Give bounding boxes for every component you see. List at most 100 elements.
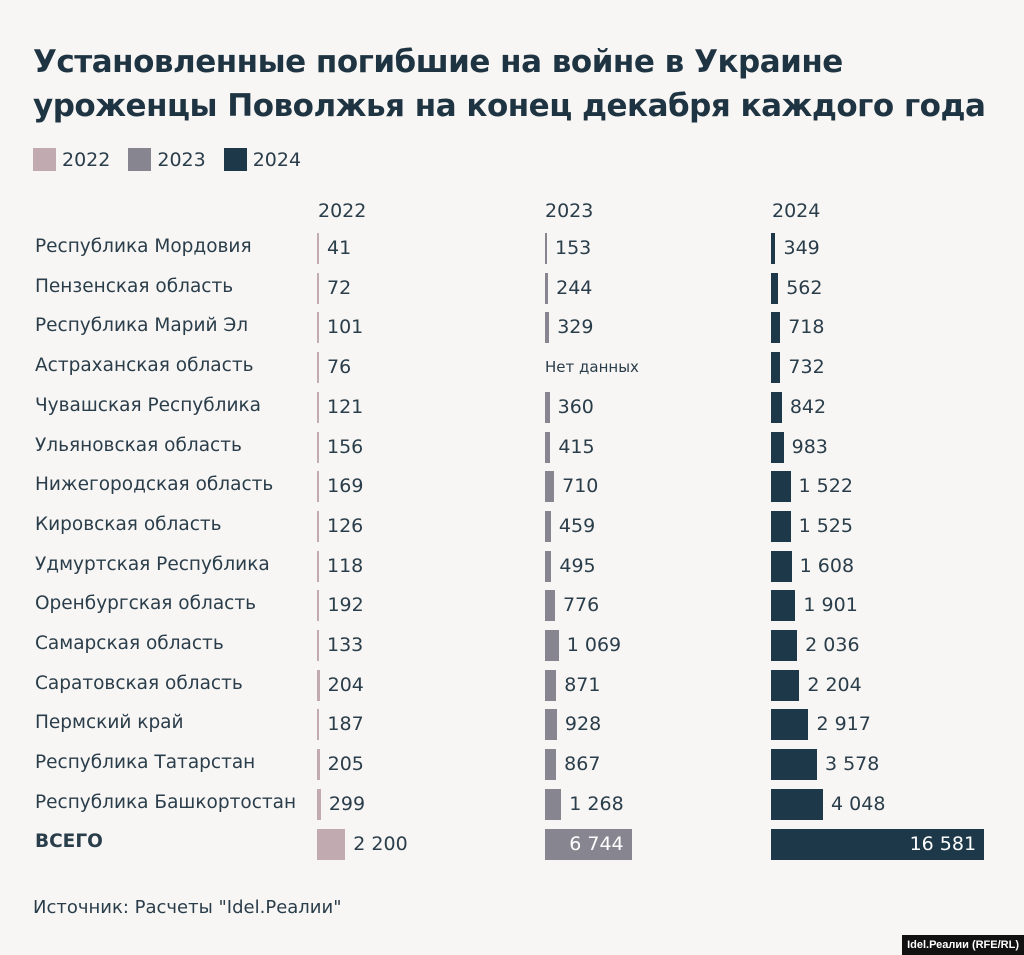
bar-2022 bbox=[317, 709, 320, 741]
bar-2022 bbox=[317, 272, 319, 304]
value-label: 2 917 bbox=[816, 713, 871, 736]
value-label: 244 bbox=[556, 276, 593, 299]
source-note: Источник: Расчеты "Idel.Реалии" bbox=[33, 897, 342, 918]
bar-2023 bbox=[545, 590, 555, 622]
bar-2023 bbox=[545, 630, 559, 661]
bar-2024 bbox=[771, 233, 776, 264]
legend-swatch bbox=[223, 148, 247, 171]
bar-2022 bbox=[317, 233, 319, 264]
value-label: 4 048 bbox=[831, 792, 886, 815]
value-label: 204 bbox=[327, 673, 364, 696]
value-label: 871 bbox=[564, 673, 601, 696]
value-label: 72 bbox=[327, 276, 352, 299]
bar-2024 bbox=[771, 709, 809, 741]
bar-2022 bbox=[317, 788, 321, 820]
value-label: 3 578 bbox=[824, 753, 880, 776]
bar-2023 bbox=[545, 669, 557, 701]
legend-swatch bbox=[128, 148, 152, 171]
column-header-2024: 2024 bbox=[772, 200, 821, 222]
value-label: 118 bbox=[327, 554, 364, 577]
column-header-2023: 2023 bbox=[545, 200, 594, 222]
row-label: Пермский край bbox=[35, 712, 184, 734]
row-label: Чувашская Республика bbox=[35, 394, 262, 416]
bar-2023 bbox=[545, 788, 562, 820]
value-label: 349 bbox=[783, 237, 820, 259]
bar-2023 bbox=[545, 312, 550, 344]
row-label: Удмуртская Республика bbox=[35, 553, 270, 575]
value-label: 101 bbox=[327, 316, 364, 339]
value-label: 187 bbox=[327, 713, 364, 736]
value-label: Нет данных bbox=[545, 358, 639, 377]
value-label: 459 bbox=[558, 514, 596, 537]
row-label: Самарская область bbox=[35, 633, 224, 654]
value-label: 1 522 bbox=[798, 475, 853, 498]
legend-label: 2022 bbox=[62, 148, 111, 171]
total-value: 6 744 bbox=[569, 832, 624, 855]
bar-2023 bbox=[545, 431, 551, 463]
bar-2024 bbox=[771, 471, 791, 503]
value-label: 1 901 bbox=[803, 594, 858, 617]
value-label: 867 bbox=[564, 753, 601, 776]
bar-2022 bbox=[317, 312, 319, 344]
row-label: Республика Мордовия bbox=[35, 236, 252, 257]
legend-item-2022: 2022 bbox=[33, 148, 110, 171]
row-label: Нижегородская область bbox=[35, 474, 274, 496]
bar-2024 bbox=[771, 788, 824, 820]
value-label: 41 bbox=[327, 237, 352, 259]
value-label: 2 204 bbox=[807, 673, 862, 696]
legend-item-2023: 2023 bbox=[128, 148, 206, 171]
bar-2022 bbox=[317, 550, 319, 582]
bar-2024 bbox=[771, 590, 796, 622]
bar-2023 bbox=[545, 510, 551, 542]
bar-2024 bbox=[771, 312, 781, 344]
total-bar-2022 bbox=[317, 828, 346, 860]
row-label: Саратовская область bbox=[35, 672, 243, 694]
legend-label: 2023 bbox=[157, 148, 206, 171]
bar-2022 bbox=[317, 510, 319, 542]
bar-2023 bbox=[545, 233, 547, 264]
total-value: 16 581 bbox=[909, 832, 977, 855]
value-label: 299 bbox=[328, 792, 366, 815]
value-label: 495 bbox=[559, 554, 596, 577]
value-label: 329 bbox=[557, 316, 594, 339]
row-label: Пензенская область bbox=[35, 275, 234, 297]
row-label: Ульяновская область bbox=[35, 434, 242, 456]
bar-2022 bbox=[317, 669, 320, 701]
bar-2024 bbox=[771, 352, 781, 384]
total-value: 2 200 bbox=[353, 832, 408, 855]
row-label: Республика Марий Эл bbox=[35, 315, 249, 337]
value-label: 76 bbox=[327, 356, 352, 379]
bar-2024 bbox=[771, 669, 800, 701]
value-label: 1 268 bbox=[569, 792, 624, 815]
value-label: 156 bbox=[327, 435, 364, 458]
value-label: 121 bbox=[327, 395, 364, 418]
bar-2023 bbox=[545, 391, 550, 423]
column-header-2022: 2022 bbox=[318, 200, 367, 222]
credit-badge: Idel.Реалии (RFE/RL) bbox=[902, 935, 1024, 955]
value-label: 776 bbox=[562, 594, 600, 617]
value-label: 133 bbox=[327, 634, 364, 656]
bar-2022 bbox=[317, 391, 319, 423]
row-label: Оренбургская область bbox=[35, 593, 257, 615]
bar-2023 bbox=[545, 471, 555, 503]
title-line-2: уроженцы Поволжья на конец декабря каждо… bbox=[33, 88, 986, 124]
bar-2022 bbox=[317, 431, 319, 463]
bar-2022 bbox=[317, 352, 319, 384]
legend-item-2024: 2024 bbox=[223, 148, 302, 171]
value-label: 732 bbox=[788, 356, 825, 379]
bar-2023 bbox=[545, 709, 557, 741]
value-label: 562 bbox=[786, 276, 823, 299]
value-label: 983 bbox=[791, 435, 828, 458]
total-bar-2023 bbox=[545, 828, 632, 860]
value-label: 205 bbox=[327, 753, 364, 776]
bar-2023 bbox=[545, 749, 557, 781]
value-label: 928 bbox=[564, 713, 602, 736]
bar-2022 bbox=[317, 749, 320, 781]
value-label: 153 bbox=[555, 237, 592, 259]
bar-2024 bbox=[771, 431, 784, 463]
bar-2024 bbox=[771, 550, 792, 582]
legend-label: 2024 bbox=[252, 148, 302, 171]
value-label: 842 bbox=[789, 395, 827, 418]
bar-2024 bbox=[771, 272, 779, 304]
bar-2023 bbox=[545, 550, 552, 582]
